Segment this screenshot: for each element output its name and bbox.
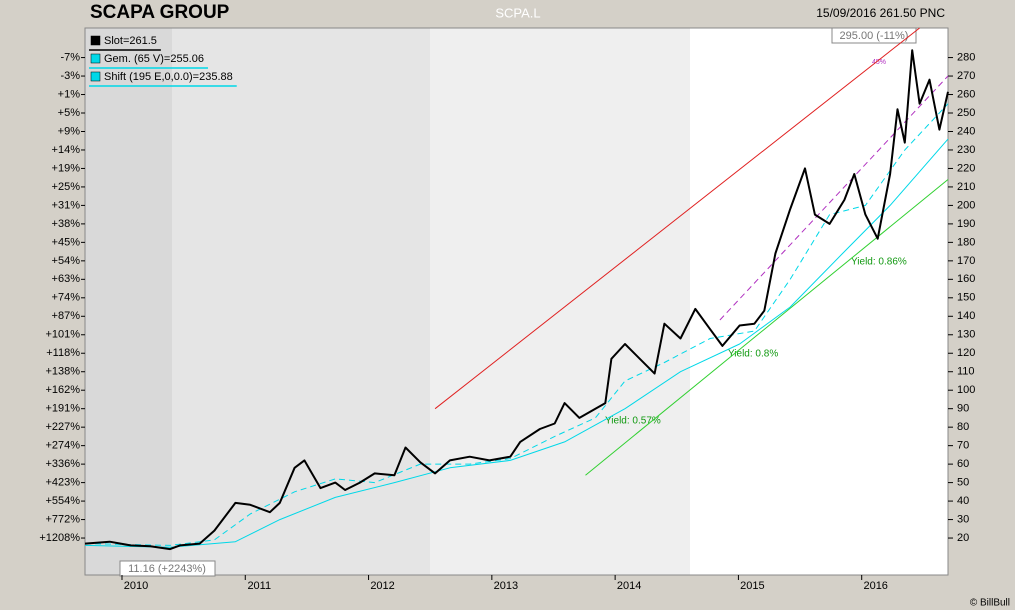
y2-tick-label: +31% (52, 199, 81, 211)
y-tick-label: 30 (957, 513, 969, 525)
y2-tick-label: +14% (52, 144, 81, 156)
legend-label: Slot=261.5 (104, 35, 157, 47)
trend-line (719, 75, 949, 321)
y-tick-label: 140 (957, 310, 975, 322)
y2-tick-label: +19% (52, 162, 81, 174)
y-tick-label: 230 (957, 144, 975, 156)
y-tick-label: 220 (957, 162, 975, 174)
legend-swatch (90, 35, 101, 46)
y2-tick-label: +25% (52, 181, 81, 193)
y-tick-label: 100 (957, 384, 975, 396)
y2-tick-label: +118% (46, 347, 80, 359)
low-label: 11.16 (+2243%) (128, 563, 206, 575)
y-tick-label: 150 (957, 292, 975, 304)
y2-tick-label: +5% (58, 107, 81, 119)
legend-label: Shift (195 E,0,0.0)=235.88 (104, 71, 233, 83)
pct-label: 45% (872, 59, 886, 66)
yield-label: Yield: 0.57% (605, 416, 661, 427)
y2-tick-label: +162% (45, 384, 80, 396)
y2-tick-label: +227% (45, 421, 80, 433)
label-box (119, 560, 216, 577)
y2-tick-label: +423% (45, 477, 80, 489)
y2-tick-label: +554% (45, 495, 80, 507)
y2-tick-label: +45% (52, 236, 81, 248)
yield-label: Yield: 0.86% (851, 257, 907, 268)
y2-tick-label: +138% (45, 366, 80, 378)
y2-tick-label: +54% (52, 255, 81, 267)
y2-tick-label: +336% (45, 458, 80, 470)
yield-label: Yield: 0.8% (728, 349, 778, 360)
x-tick-label: 2012 (370, 580, 394, 592)
series-line (84, 138, 949, 548)
y2-tick-label: -7% (60, 51, 80, 63)
y-tick-label: 260 (957, 88, 975, 100)
trend-line (585, 179, 949, 476)
y-tick-label: 160 (957, 273, 975, 285)
y2-tick-label: +191% (45, 403, 80, 415)
y-tick-label: 40 (957, 495, 969, 507)
ticker: SCPA.L (495, 5, 540, 20)
y-tick-label: 120 (957, 347, 975, 359)
label-box (831, 27, 917, 44)
trend-line (434, 27, 920, 410)
band (85, 28, 172, 575)
legend-swatch (90, 53, 101, 64)
y2-tick-label: +772% (45, 513, 80, 525)
legend-label: Gem. (65 V)=255.06 (104, 53, 204, 65)
x-tick-label: 2010 (124, 580, 148, 592)
chart-title: SCAPA GROUP (90, 2, 230, 23)
y-tick-label: 50 (957, 477, 969, 489)
high-label: 295.00 (-11%) (840, 30, 909, 42)
y-tick-label: 170 (957, 255, 975, 267)
y-tick-label: 240 (957, 125, 975, 137)
y-tick-label: 80 (957, 421, 969, 433)
y-tick-label: 20 (957, 532, 969, 544)
y2-tick-label: +1208% (39, 532, 80, 544)
y2-tick-label: +101% (45, 329, 80, 341)
y2-tick-label: +9% (58, 125, 81, 137)
y-tick-label: 270 (957, 70, 975, 82)
y-tick-label: 280 (957, 51, 975, 63)
y-tick-label: 200 (957, 199, 975, 211)
x-tick-label: 2015 (740, 580, 764, 592)
series-line (84, 103, 949, 546)
y-tick-label: 130 (957, 329, 975, 341)
y-tick-label: 110 (957, 366, 975, 378)
y-tick-label: 190 (957, 218, 975, 230)
x-tick-label: 2013 (494, 580, 518, 592)
y2-tick-label: +74% (52, 292, 81, 304)
plot-frame (84, 27, 949, 576)
series-line (84, 49, 949, 551)
x-tick-label: 2014 (617, 580, 641, 592)
y2-tick-label: -3% (60, 70, 80, 82)
band (172, 28, 430, 575)
date-label: 15/09/2016 261.50 PNC (816, 6, 945, 20)
x-tick-label: 2011 (247, 580, 271, 592)
band (430, 28, 690, 575)
y2-tick-label: +38% (52, 218, 81, 230)
legend-swatch (90, 71, 101, 82)
band (690, 28, 948, 575)
y-tick-label: 90 (957, 403, 969, 415)
x-tick-label: 2016 (863, 580, 887, 592)
y-tick-label: 180 (957, 236, 975, 248)
y2-tick-label: +274% (45, 440, 80, 452)
y-tick-label: 250 (957, 107, 975, 119)
y2-tick-label: +87% (52, 310, 81, 322)
credit: © BillBull (970, 598, 1010, 609)
y-tick-label: 70 (957, 440, 969, 452)
y-tick-label: 60 (957, 458, 969, 470)
y2-tick-label: +63% (52, 273, 81, 285)
y-tick-label: 210 (957, 181, 975, 193)
y2-tick-label: +1% (58, 88, 81, 100)
